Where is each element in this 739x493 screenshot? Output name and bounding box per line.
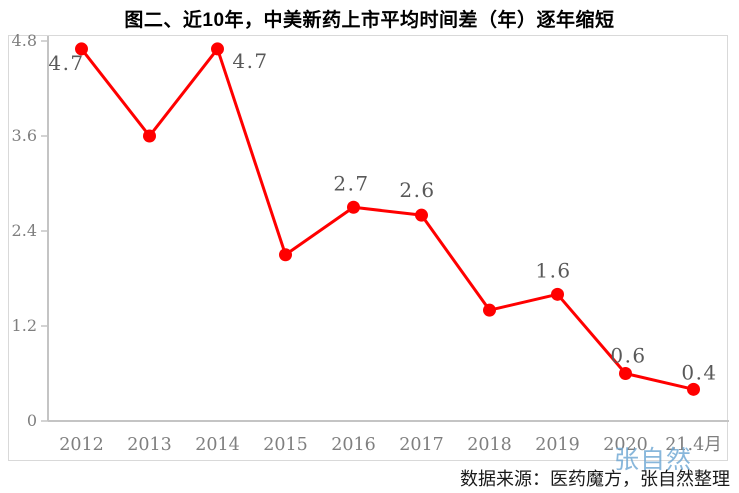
- x-tick-label: 2018: [467, 435, 512, 455]
- x-tick-label: 2014: [195, 435, 240, 455]
- y-tick-label: 1.2: [12, 316, 37, 335]
- source-note: 数据来源：医药魔方，张自然整理: [460, 469, 730, 490]
- y-tick-label: 3.6: [12, 126, 37, 145]
- y-tick-label: 2.4: [12, 221, 37, 240]
- data-point-label: 1.6: [535, 258, 571, 282]
- watermark: 张自然: [614, 446, 693, 474]
- data-point: [619, 367, 632, 380]
- data-point-label: 0.6: [610, 344, 646, 368]
- x-tick-label: 2016: [331, 435, 376, 455]
- data-point: [347, 200, 360, 214]
- data-point: [75, 42, 88, 56]
- x-tick-label: 2020: [603, 435, 648, 455]
- x-tick-label: 2012: [59, 435, 104, 455]
- x-tick-label: 2015: [263, 435, 308, 455]
- x-tick-label: 21.4月: [665, 435, 721, 455]
- chart-title: 图二、近10年，中美新药上市平均时间差（年）逐年缩短: [124, 10, 615, 31]
- data-point-label: 4.7: [232, 49, 268, 73]
- data-point: [415, 208, 428, 222]
- y-tick-label: 4.8: [12, 31, 37, 50]
- data-point: [687, 382, 700, 396]
- data-point-label: 2.7: [333, 171, 369, 195]
- data-point: [211, 42, 224, 56]
- data-point-label: 4.7: [48, 51, 84, 75]
- data-point: [279, 248, 292, 262]
- x-tick-label: 2013: [127, 435, 172, 455]
- x-tick-label: 2019: [535, 435, 580, 455]
- x-tick-label: 2017: [399, 435, 444, 455]
- data-point-label: 2.6: [399, 178, 435, 202]
- data-point: [551, 287, 564, 301]
- data-line: [80, 47, 695, 391]
- data-point: [143, 129, 156, 143]
- plot-border: [8, 35, 728, 461]
- y-tick-label: 0: [27, 411, 37, 430]
- data-point-label: 0.4: [681, 360, 717, 384]
- data-point: [483, 303, 496, 317]
